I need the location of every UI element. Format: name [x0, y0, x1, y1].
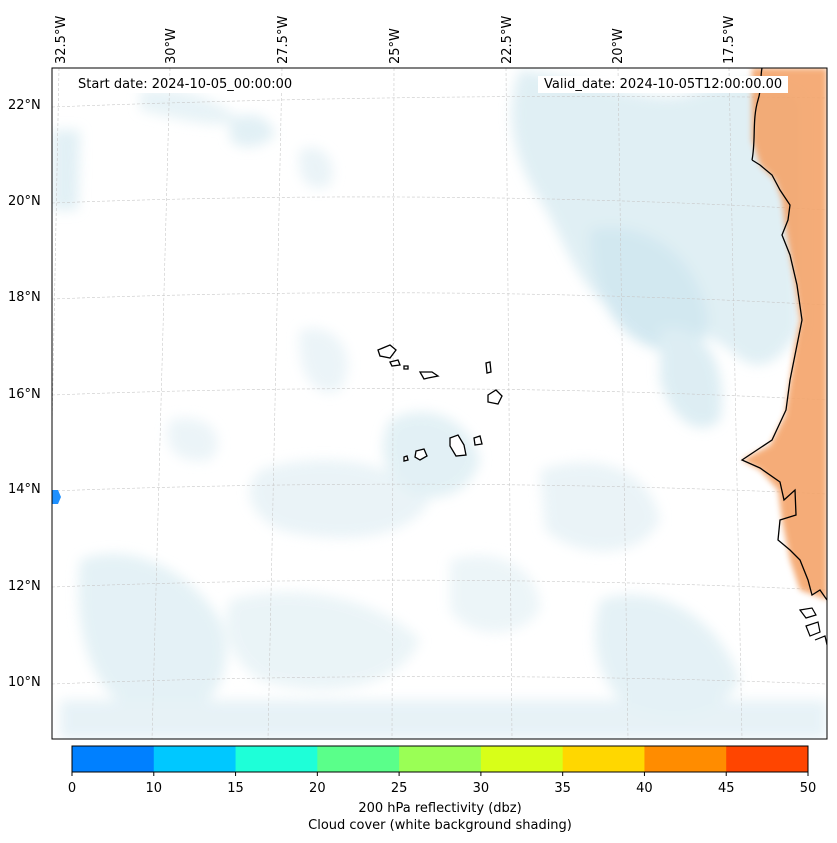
lon-label-32-5w: 32.5°W	[54, 15, 69, 64]
lat-label-12n: 12°N	[8, 579, 41, 594]
lon-label-20w: 20°W	[611, 28, 626, 64]
lon-label-17-5w: 17.5°W	[722, 15, 737, 64]
colorbar-bin-6	[562, 746, 645, 772]
colorbar-label: 200 hPa reflectivity (dbz)	[358, 801, 522, 816]
colorbar-bin-1	[153, 746, 237, 772]
island-fogo	[414, 448, 428, 461]
lat-label-14n: 14°N	[8, 482, 41, 497]
colorbar-tick-label: 15	[227, 781, 244, 796]
colorbar-bin-4	[399, 746, 482, 772]
island-santiago	[449, 434, 467, 457]
colorbar-frame	[71, 745, 809, 773]
colorbar-tick-label: 10	[145, 781, 163, 796]
valid-date-label: Valid_date: 2024-10-05T12:00:00.00	[538, 76, 789, 93]
lon-label-27-5w: 27.5°W	[276, 15, 291, 64]
colorbar-bin-5	[480, 746, 564, 772]
reflectivity-spot	[52, 490, 61, 504]
colorbar-tick-label: 35	[554, 781, 571, 796]
cape-verde-islands	[377, 344, 503, 462]
island-sao-nicolau	[418, 371, 440, 380]
colorbar-tick-label: 50	[799, 781, 817, 796]
colorbar	[71, 746, 809, 776]
colorbar-bin-2	[235, 746, 318, 772]
colorbar-bin-0	[72, 746, 155, 772]
map-area	[52, 68, 827, 739]
lat-label-18n: 18°N	[8, 290, 41, 305]
lat-label-16n: 16°N	[8, 387, 41, 402]
island-santo-antao	[377, 344, 397, 359]
start-date-label: Start date: 2024-10-05_00:00:00	[72, 76, 299, 93]
island-boa-vista	[487, 389, 503, 405]
cloud-cover-shading	[52, 70, 827, 739]
colorbar-sublabel: Cloud cover (white background shading)	[308, 818, 572, 833]
island-santa-luzia	[403, 365, 409, 370]
island-brava	[403, 455, 409, 462]
island-sao-vicente	[389, 359, 401, 367]
map-frame	[51, 67, 828, 740]
colorbar-bin-3	[317, 746, 400, 772]
lon-label-22-5w: 22.5°W	[500, 15, 515, 64]
colorbar-bin-8	[726, 746, 809, 772]
colorbar-bin-7	[644, 746, 727, 772]
island-sal	[485, 361, 492, 374]
lon-label-25w: 25°W	[388, 28, 403, 64]
colorbar-tick-label: 0	[67, 781, 77, 796]
lon-label-30w: 30°W	[164, 28, 179, 64]
colorbar-tick-label: 25	[390, 781, 408, 796]
colorbar-tick-label: 30	[472, 781, 490, 796]
lat-label-22n: 22°N	[8, 98, 41, 113]
lat-label-20n: 20°N	[8, 194, 41, 209]
colorbar-tick-label: 40	[636, 781, 653, 796]
colorbar-tick-label: 45	[717, 781, 735, 796]
graticule-lines	[52, 68, 827, 739]
lat-label-10n: 10°N	[8, 675, 41, 690]
colorbar-tick-label: 20	[309, 781, 326, 796]
island-maio	[473, 435, 483, 446]
